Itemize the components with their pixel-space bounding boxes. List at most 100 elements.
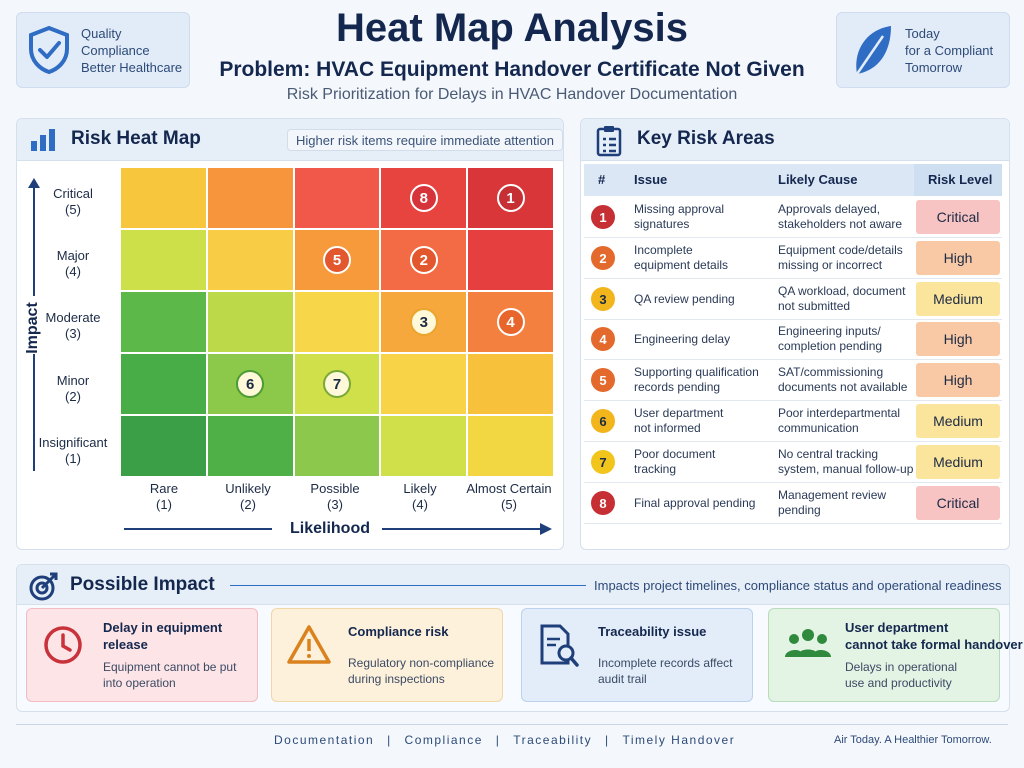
likelihood-level-name: Unlikely [225, 481, 271, 496]
risk-level-badge: High [916, 241, 1000, 275]
likelihood-level-name: Rare [149, 481, 179, 496]
risk-issue: Incomplete equipment details [634, 243, 728, 273]
impact-card-desc-line: into operation [103, 676, 176, 690]
impact-level-score: (1) [65, 451, 81, 466]
impact-card-title-line: cannot take formal handover [845, 637, 1023, 652]
risk-cause: Engineering inputs/completion pending [778, 324, 882, 354]
impact-level-score: (5) [65, 202, 81, 217]
badge-line: Today [905, 25, 940, 41]
likelihood-axis-arrow [124, 523, 552, 535]
risk-cause-line: pending [778, 503, 821, 517]
risk-marker-3: 3 [409, 308, 438, 336]
risk-level-badge: High [916, 322, 1000, 356]
risk-cause-line: Approvals delayed, [778, 202, 881, 216]
impact-card-title: Traceability issue [598, 623, 706, 640]
risk-number-badge: 8 [591, 491, 615, 515]
table-row [584, 197, 1002, 238]
table-row [584, 238, 1002, 279]
impact-card-desc-line: use and productivity [845, 676, 952, 690]
impact-level-name: Critical [53, 186, 93, 201]
heatmap-cell [294, 168, 380, 228]
likelihood-level-score: (4) [412, 497, 428, 512]
likelihood-level-label: Rare (1) [114, 481, 214, 513]
impact-card: Traceability issue Incomplete records aff… [521, 608, 753, 702]
footer-links: Documentation | Compliance | Traceabilit… [270, 733, 739, 747]
risk-marker-6: 6 [236, 370, 265, 398]
footer-link-traceability: Traceability [513, 733, 593, 747]
risk-number-badge: 5 [591, 368, 615, 392]
heatmap-cell [121, 354, 206, 414]
heatmap-cell [468, 230, 553, 290]
impact-card: Delay in equipment release Equipment canno… [26, 608, 258, 702]
impact-level-score: (3) [65, 326, 81, 341]
table-row [584, 279, 1002, 320]
impact-card-desc: Incomplete records affect audit trail [598, 655, 733, 687]
likelihood-level-name: Possible [310, 481, 360, 496]
heatmap-title: Risk Heat Map [71, 128, 201, 149]
impact-card-title: User department cannot take formal handov… [845, 619, 1023, 653]
risk-cause-line: system, manual follow-up [778, 462, 914, 476]
table-row [584, 319, 1002, 360]
risk-issue-line: Supporting qualification [634, 365, 759, 379]
impact-level-label: Critical (5) [30, 186, 116, 218]
impact-card: User department cannot take formal handov… [768, 608, 1023, 702]
risk-issue-line: not informed [634, 421, 701, 435]
likelihood-level-score: (5) [501, 497, 517, 512]
likelihood-level-name: Almost Certain [466, 481, 552, 496]
leaf-icon [855, 26, 891, 75]
heatmap-cell [294, 416, 380, 476]
impact-card-desc-line: during inspections [348, 672, 445, 686]
page-title: Heat Map Analysis [336, 6, 688, 50]
impact-level-name: Major [56, 248, 90, 263]
risk-level-badge: Medium [916, 404, 1000, 438]
impact-card-title-line: User department [845, 620, 949, 635]
heatmap-cell [207, 230, 293, 290]
col-header-issue: Issue [634, 172, 668, 187]
impact-level-label: Major (4) [30, 248, 116, 280]
risk-number-badge: 3 [591, 287, 615, 311]
risk-issue: QA review pending [634, 292, 735, 307]
risk-issue-line: Missing approval [634, 202, 725, 216]
header-badge-right-text: Today for a Compliant Tomorrow [905, 25, 993, 76]
risk-level-badge: Critical [916, 486, 1000, 520]
warning-icon [286, 623, 332, 672]
impact-card-title: Compliance risk [348, 623, 448, 640]
badge-line: Better Healthcare [81, 59, 183, 75]
likelihood-level-score: (1) [156, 497, 172, 512]
problem-statement: Problem: HVAC Equipment Handover Certifi… [219, 58, 805, 81]
impact-level-label: Moderate (3) [30, 310, 116, 342]
footer-link-timely-handover: Timely Handover [622, 733, 736, 747]
heatmap-cell [468, 354, 553, 414]
heatmap-cell [468, 416, 553, 476]
risk-number-badge: 2 [591, 246, 615, 270]
footer-separator: | [604, 733, 610, 747]
table-row [584, 442, 1002, 483]
likelihood-axis-title: Likelihood [290, 520, 370, 537]
risk-issue: Missing approval signatures [634, 202, 724, 232]
risk-issue-line: Poor document [634, 447, 716, 461]
risk-level-header-bg [914, 164, 1002, 196]
header-badge-right: Today for a Compliant Tomorrow [836, 12, 1010, 88]
risk-issue: Poor document tracking [634, 447, 715, 477]
risk-marker-7: 7 [323, 370, 351, 398]
impact-level-name: Minor [56, 373, 90, 388]
risk-cause: SAT/commissioning documents not available [778, 365, 907, 395]
risk-issue-line: Final approval pending [634, 496, 756, 510]
risk-issue: Final approval pending [634, 496, 755, 511]
risk-cause: Equipment code/details missing or incorre… [778, 243, 903, 273]
risk-marker-2: 2 [409, 246, 438, 274]
page-subtitle: Risk Prioritization for Delays in HVAC H… [286, 86, 738, 103]
table-row [584, 401, 1002, 442]
risk-cause: No central tracking system, manual follow… [778, 447, 913, 477]
table-row [584, 483, 1002, 524]
risk-marker-1: 1 [496, 184, 525, 212]
header-badge-left: Quality Compliance Better Healthcare [16, 12, 190, 88]
risk-cause-line: QA workload, document [778, 284, 906, 298]
table-row [584, 360, 1002, 401]
impact-level-label: Insignificant (1) [30, 435, 116, 467]
badge-line: for a Compliant [905, 42, 994, 58]
badge-line: Compliance [81, 42, 150, 58]
col-header-level: Risk Level [928, 172, 993, 187]
risk-marker-8: 8 [409, 184, 438, 212]
risk-issue: User department not informed [634, 406, 723, 436]
